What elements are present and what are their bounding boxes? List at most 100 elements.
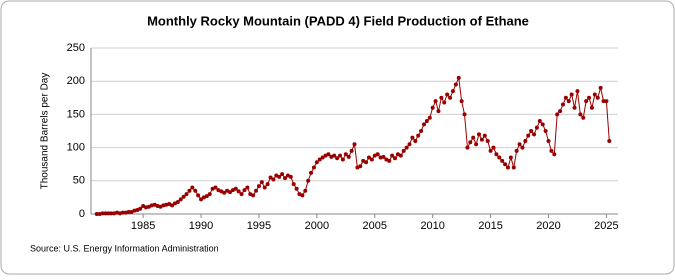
y-tick-label: 200 bbox=[67, 75, 85, 87]
point bbox=[288, 174, 293, 179]
point bbox=[540, 122, 545, 127]
point bbox=[534, 125, 539, 130]
point bbox=[581, 115, 586, 120]
point bbox=[607, 138, 612, 143]
point bbox=[369, 157, 374, 162]
point bbox=[283, 176, 288, 181]
x-tick-label: 2010 bbox=[420, 220, 444, 232]
point bbox=[511, 165, 516, 170]
point bbox=[120, 210, 125, 215]
x-tick-label: 1995 bbox=[247, 220, 271, 232]
point bbox=[552, 152, 557, 157]
point bbox=[303, 188, 308, 193]
point bbox=[390, 153, 395, 158]
point bbox=[407, 142, 412, 147]
point bbox=[251, 193, 256, 198]
y-tick-label: 0 bbox=[79, 208, 85, 220]
point bbox=[309, 170, 314, 175]
point bbox=[558, 109, 563, 114]
point bbox=[584, 99, 589, 104]
point bbox=[190, 185, 195, 190]
point bbox=[421, 122, 426, 127]
point bbox=[465, 145, 470, 150]
point bbox=[482, 133, 487, 138]
y-tick-label: 250 bbox=[67, 42, 85, 54]
point bbox=[569, 92, 574, 97]
point bbox=[436, 109, 441, 114]
point bbox=[549, 148, 554, 153]
point bbox=[196, 193, 201, 198]
point bbox=[448, 95, 453, 100]
point bbox=[410, 135, 415, 140]
point bbox=[193, 188, 198, 193]
point bbox=[184, 192, 189, 197]
point bbox=[445, 92, 450, 97]
point bbox=[126, 210, 131, 215]
point bbox=[427, 115, 432, 120]
point bbox=[546, 138, 551, 143]
x-tick-label: 2025 bbox=[594, 220, 618, 232]
chart-title: Monthly Rocky Mountain (PADD 4) Field Pr… bbox=[147, 13, 529, 28]
point bbox=[566, 99, 571, 104]
point bbox=[340, 157, 345, 162]
point bbox=[349, 148, 354, 153]
x-tick-label: 1985 bbox=[131, 220, 155, 232]
point bbox=[578, 112, 583, 117]
point bbox=[572, 105, 577, 110]
point bbox=[178, 197, 183, 202]
point bbox=[505, 165, 510, 170]
point bbox=[555, 112, 560, 117]
point bbox=[358, 164, 363, 169]
point bbox=[459, 99, 464, 104]
point bbox=[268, 175, 273, 180]
point bbox=[517, 142, 522, 147]
point bbox=[175, 200, 180, 205]
point bbox=[471, 135, 476, 140]
y-tick-label: 50 bbox=[73, 175, 85, 187]
point bbox=[598, 85, 603, 90]
point bbox=[479, 137, 484, 142]
point bbox=[277, 174, 282, 179]
point bbox=[213, 185, 218, 190]
point bbox=[462, 112, 467, 117]
point bbox=[439, 95, 444, 100]
point bbox=[456, 75, 461, 80]
point bbox=[587, 95, 592, 100]
point bbox=[589, 105, 594, 110]
point bbox=[488, 148, 493, 153]
point bbox=[604, 99, 609, 104]
point bbox=[291, 182, 296, 187]
point bbox=[526, 133, 531, 138]
point bbox=[138, 206, 143, 211]
point bbox=[262, 185, 267, 190]
y-tick-label: 150 bbox=[67, 108, 85, 120]
point bbox=[393, 156, 398, 161]
point bbox=[477, 132, 482, 137]
point bbox=[401, 148, 406, 153]
point bbox=[430, 105, 435, 110]
point bbox=[592, 92, 597, 97]
point bbox=[265, 182, 270, 187]
point bbox=[109, 211, 114, 216]
point bbox=[500, 158, 505, 163]
point bbox=[343, 152, 348, 157]
y-axis-label: Thousand Barrels per Day bbox=[40, 73, 51, 190]
x-tick-label: 2015 bbox=[478, 220, 502, 232]
point bbox=[103, 211, 108, 216]
point bbox=[424, 119, 429, 124]
point bbox=[595, 95, 600, 100]
point bbox=[419, 129, 424, 133]
point bbox=[317, 157, 322, 162]
point bbox=[413, 138, 418, 143]
point bbox=[320, 155, 325, 160]
point bbox=[332, 153, 337, 158]
point bbox=[306, 178, 311, 183]
point bbox=[494, 152, 499, 157]
y-tick-label: 100 bbox=[67, 142, 85, 154]
point bbox=[537, 119, 542, 124]
point bbox=[181, 194, 186, 199]
point bbox=[245, 185, 250, 190]
point bbox=[366, 155, 371, 160]
point bbox=[450, 89, 455, 94]
